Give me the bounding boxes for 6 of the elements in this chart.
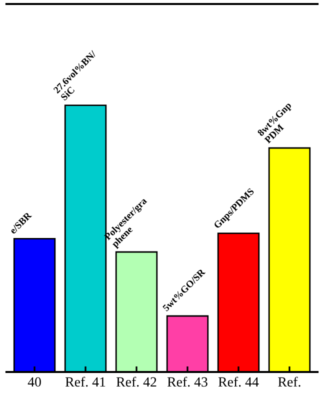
- x-tick-label: 40: [28, 377, 41, 387]
- x-tick-label: Ref.: [278, 376, 300, 387]
- x-tick-label: Ref. 44: [218, 376, 259, 387]
- x-tick-label: Ref. 41: [65, 376, 106, 387]
- x-tick-label: Ref. 42: [116, 376, 156, 387]
- x-tick-label: Ref. 43: [167, 376, 208, 387]
